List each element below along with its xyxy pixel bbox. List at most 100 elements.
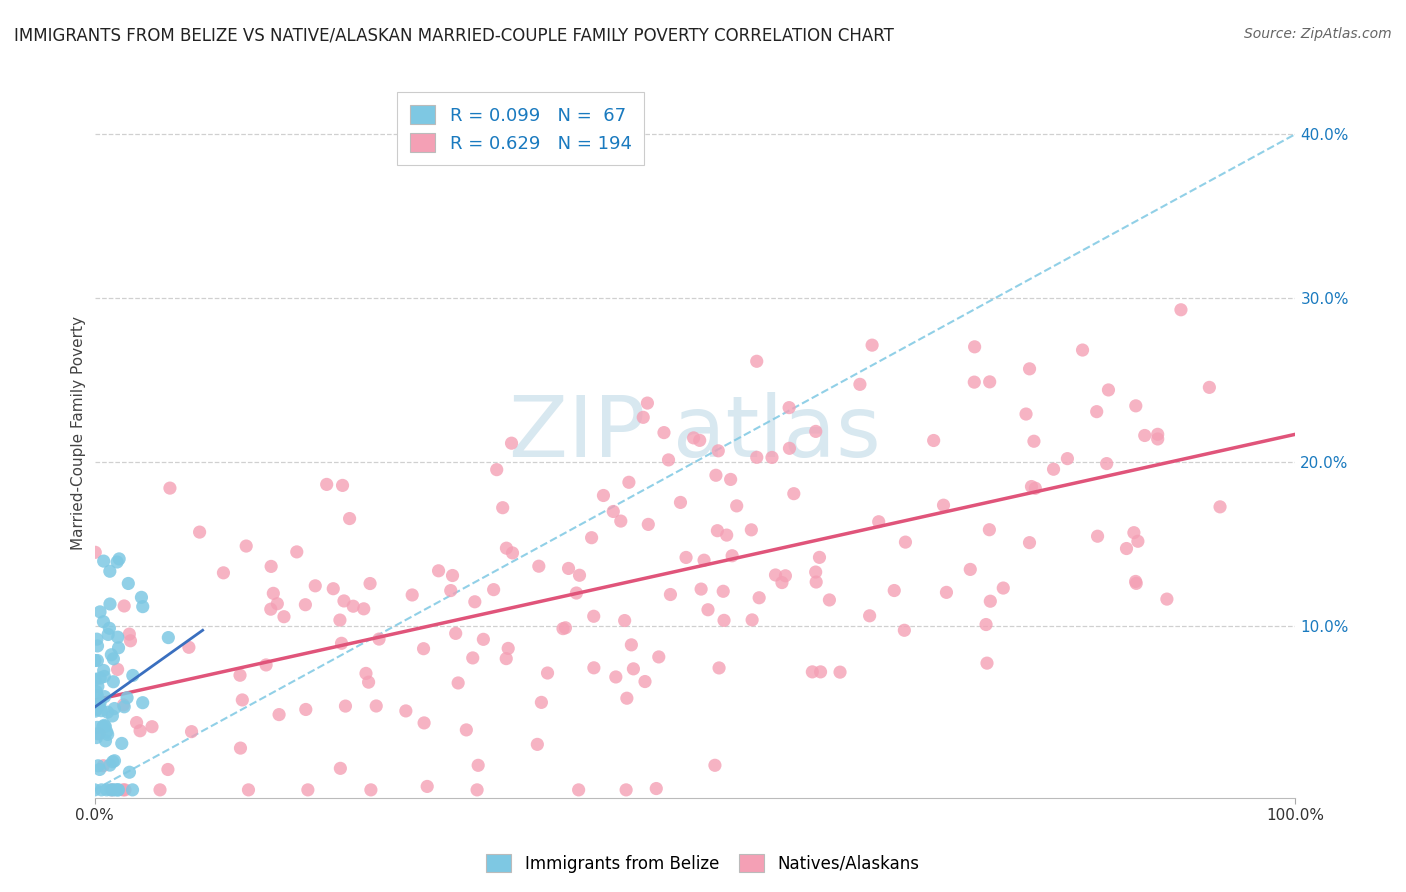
Point	[273, 609, 295, 624]
Point	[84, 684, 107, 698]
Point	[333, 594, 356, 608]
Point	[974, 617, 997, 632]
Point	[86, 653, 108, 667]
Legend: Immigrants from Belize, Natives/Alaskans: Immigrants from Belize, Natives/Alaskans	[479, 847, 927, 880]
Point	[592, 488, 614, 502]
Point	[342, 599, 364, 614]
Point	[98, 564, 121, 578]
Point	[568, 783, 591, 797]
Point	[690, 582, 713, 596]
Point	[1071, 343, 1094, 357]
Point	[568, 568, 591, 582]
Point	[84, 704, 107, 718]
Point	[267, 707, 290, 722]
Point	[810, 665, 832, 679]
Point	[721, 549, 744, 563]
Point	[93, 718, 115, 732]
Point	[1198, 380, 1220, 394]
Point	[659, 587, 682, 601]
Point	[447, 676, 470, 690]
Point	[860, 338, 883, 352]
Point	[262, 586, 284, 600]
Point	[711, 584, 734, 599]
Point	[97, 627, 120, 641]
Point	[98, 597, 121, 611]
Point	[557, 561, 579, 575]
Point	[682, 431, 704, 445]
Point	[669, 495, 692, 509]
Point	[828, 665, 851, 680]
Point	[332, 478, 354, 492]
Y-axis label: Married-Couple Family Poverty: Married-Couple Family Poverty	[72, 317, 86, 550]
Point	[979, 523, 1001, 537]
Point	[353, 602, 375, 616]
Point	[456, 723, 478, 737]
Point	[1042, 462, 1064, 476]
Point	[565, 586, 588, 600]
Point	[713, 613, 735, 627]
Point	[1087, 529, 1109, 543]
Point	[1146, 427, 1168, 442]
Point	[149, 783, 172, 797]
Point	[613, 614, 636, 628]
Point	[614, 783, 637, 797]
Point	[536, 665, 558, 680]
Point	[86, 731, 108, 745]
Point	[104, 783, 127, 797]
Point	[801, 665, 824, 679]
Point	[141, 720, 163, 734]
Point	[329, 613, 352, 627]
Point	[231, 693, 253, 707]
Point	[748, 591, 770, 605]
Point	[121, 783, 143, 797]
Point	[159, 481, 181, 495]
Point	[765, 568, 787, 582]
Point	[121, 668, 143, 682]
Point	[103, 652, 125, 666]
Point	[707, 661, 730, 675]
Point	[103, 754, 125, 768]
Point	[93, 554, 115, 568]
Point	[441, 568, 464, 582]
Point	[157, 631, 180, 645]
Point	[111, 736, 134, 750]
Point	[100, 648, 122, 662]
Point	[131, 696, 153, 710]
Point	[359, 576, 381, 591]
Point	[103, 701, 125, 715]
Point	[979, 375, 1001, 389]
Point	[335, 699, 357, 714]
Point	[501, 436, 523, 450]
Point	[294, 702, 316, 716]
Point	[112, 599, 135, 613]
Point	[101, 783, 124, 797]
Point	[464, 595, 486, 609]
Point	[260, 559, 283, 574]
Point	[1125, 399, 1147, 413]
Point	[440, 583, 463, 598]
Point	[804, 565, 827, 579]
Point	[1125, 574, 1147, 589]
Point	[107, 640, 129, 655]
Point	[112, 699, 135, 714]
Point	[778, 401, 800, 415]
Point	[89, 727, 111, 741]
Point	[98, 621, 121, 635]
Point	[238, 783, 260, 797]
Point	[849, 377, 872, 392]
Text: ZIP atlas: ZIP atlas	[509, 392, 882, 475]
Point	[741, 613, 763, 627]
Point	[131, 591, 153, 605]
Point	[84, 672, 107, 686]
Point	[720, 472, 742, 486]
Point	[527, 559, 550, 574]
Point	[1125, 576, 1147, 591]
Point	[963, 340, 986, 354]
Point	[894, 535, 917, 549]
Point	[859, 608, 882, 623]
Point	[90, 704, 112, 718]
Point	[485, 463, 508, 477]
Point	[675, 550, 697, 565]
Point	[93, 615, 115, 629]
Point	[706, 524, 728, 538]
